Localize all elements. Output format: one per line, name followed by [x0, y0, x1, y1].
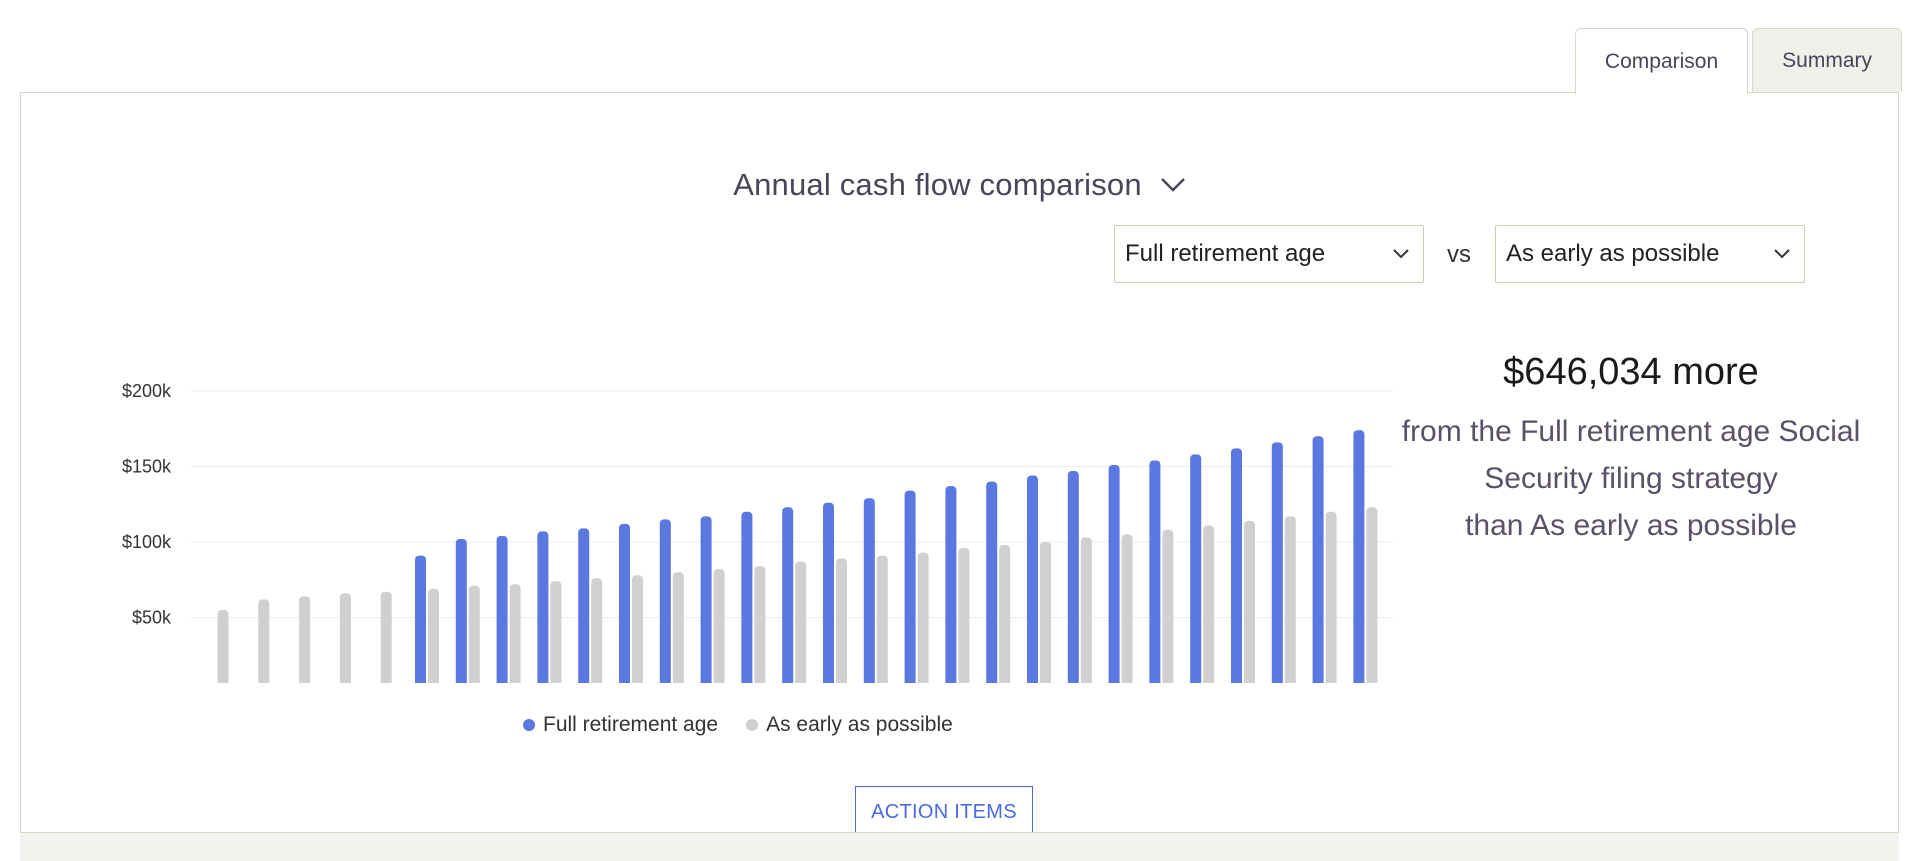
- bar-as-early-as-possible: [509, 584, 521, 683]
- bar-as-early-as-possible: [1203, 525, 1215, 683]
- bar-as-early-as-possible: [1121, 534, 1133, 683]
- bar-full-retirement-age: [1108, 464, 1120, 683]
- bar-full-retirement-age: [741, 511, 753, 683]
- vs-label: vs: [1447, 241, 1471, 268]
- chart-legend: Full retirement age As early as possible: [523, 713, 953, 737]
- action-items-button[interactable]: ACTION ITEMS: [855, 786, 1033, 832]
- legend-label-early: As early as possible: [766, 713, 953, 736]
- bar-full-retirement-age: [659, 519, 671, 683]
- bar-as-early-as-possible: [876, 555, 888, 683]
- bar-as-early-as-possible: [380, 591, 392, 683]
- bar-as-early-as-possible: [999, 545, 1011, 683]
- bar-as-early-as-possible: [632, 575, 643, 683]
- bar-full-retirement-age: [1067, 471, 1079, 683]
- tab-bar: Comparison Summary: [1574, 28, 1902, 94]
- chart-type-dropdown[interactable]: Annual cash flow comparison: [21, 167, 1898, 203]
- legend-dot-full-retirement: [523, 719, 535, 731]
- chevron-down-icon: [1393, 249, 1409, 259]
- bar-full-retirement-age: [1027, 475, 1038, 683]
- bar-as-early-as-possible: [713, 569, 725, 683]
- bar-as-early-as-possible: [1040, 542, 1051, 683]
- bar-as-early-as-possible: [754, 566, 766, 683]
- chevron-down-icon: [1160, 178, 1185, 192]
- bar-as-early-as-possible: [550, 581, 562, 683]
- bar-full-retirement-age: [1231, 448, 1242, 683]
- bar-as-early-as-possible: [468, 585, 480, 683]
- bar-as-early-as-possible: [958, 548, 970, 683]
- bar-full-retirement-age: [945, 486, 957, 683]
- chevron-down-icon: [1774, 249, 1790, 259]
- legend-item-full-retirement: Full retirement age: [523, 713, 718, 737]
- bar-full-retirement-age: [823, 502, 834, 683]
- tab-summary[interactable]: Summary: [1752, 28, 1902, 92]
- y-tick-label: $200k: [122, 381, 172, 401]
- y-tick-label: $50k: [132, 608, 172, 628]
- bar-as-early-as-possible: [591, 578, 603, 683]
- bar-as-early-as-possible: [339, 593, 351, 683]
- bar-full-retirement-age: [455, 538, 467, 683]
- left-strategy-value: Full retirement age: [1125, 240, 1326, 267]
- legend-label-full-retirement: Full retirement age: [543, 713, 719, 736]
- bar-full-retirement-age: [1353, 430, 1365, 683]
- right-strategy-select[interactable]: As early as possible: [1495, 225, 1805, 283]
- legend-dot-early: [746, 719, 759, 731]
- bar-as-early-as-possible: [299, 596, 311, 683]
- bar-as-early-as-possible: [1162, 529, 1174, 683]
- bar-full-retirement-age: [986, 481, 998, 683]
- left-strategy-select[interactable]: Full retirement age: [1114, 225, 1424, 283]
- bar-full-retirement-age: [619, 523, 630, 683]
- bar-full-retirement-age: [1190, 454, 1202, 683]
- bar-as-early-as-possible: [1080, 537, 1092, 683]
- bar-as-early-as-possible: [428, 588, 439, 683]
- bar-as-early-as-possible: [217, 609, 229, 683]
- difference-amount: $646,034 more: [1503, 351, 1759, 393]
- bar-full-retirement-age: [863, 498, 875, 683]
- y-tick-label: $100k: [122, 532, 172, 552]
- y-tick-label: $150k: [122, 457, 172, 477]
- comparison-summary: $646,034 more from the Full retirement a…: [1381, 351, 1881, 549]
- bar-full-retirement-age: [904, 490, 916, 683]
- chart-title: Annual cash flow comparison: [733, 167, 1142, 202]
- bar-as-early-as-possible: [1284, 516, 1296, 683]
- bar-full-retirement-age: [415, 555, 426, 683]
- bar-as-early-as-possible: [917, 552, 929, 683]
- bar-as-early-as-possible: [258, 599, 270, 683]
- comparison-panel: Annual cash flow comparison Full retirem…: [20, 92, 1899, 833]
- bar-full-retirement-age: [1271, 442, 1283, 683]
- bar-as-early-as-possible: [672, 572, 684, 683]
- cash-flow-bar-chart: $0$50k$100k$150k$200k626772778287: [122, 381, 1393, 683]
- bar-full-retirement-age: [782, 507, 794, 683]
- bar-full-retirement-age: [700, 516, 712, 683]
- bar-full-retirement-age: [578, 528, 590, 683]
- footer-strip: [20, 833, 1899, 861]
- bar-full-retirement-age: [537, 531, 549, 683]
- bar-as-early-as-possible: [1325, 511, 1337, 683]
- legend-item-early: As early as possible: [746, 713, 953, 737]
- right-strategy-value: As early as possible: [1506, 240, 1720, 267]
- bar-full-retirement-age: [1312, 436, 1324, 683]
- summary-description: from the Full retirement age Social Secu…: [1401, 415, 1861, 495]
- bar-as-early-as-possible: [1366, 507, 1378, 683]
- tab-comparison[interactable]: Comparison: [1574, 28, 1749, 94]
- bar-full-retirement-age: [496, 535, 508, 683]
- bar-full-retirement-age: [1149, 460, 1161, 683]
- bar-as-early-as-possible: [836, 558, 847, 683]
- bar-as-early-as-possible: [795, 561, 807, 683]
- bar-as-early-as-possible: [1244, 520, 1255, 683]
- summary-comparison: than As early as possible: [1465, 509, 1797, 542]
